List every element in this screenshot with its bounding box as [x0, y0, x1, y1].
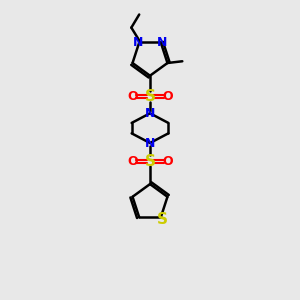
- Text: N: N: [145, 107, 155, 120]
- Text: S: S: [145, 89, 155, 104]
- Text: N: N: [157, 36, 167, 49]
- Text: S: S: [145, 154, 155, 169]
- Text: O: O: [127, 155, 138, 168]
- Text: N: N: [133, 36, 143, 49]
- Text: O: O: [162, 90, 173, 103]
- Text: O: O: [162, 155, 173, 168]
- Text: O: O: [127, 90, 138, 103]
- Text: N: N: [145, 136, 155, 149]
- Text: S: S: [157, 212, 168, 226]
